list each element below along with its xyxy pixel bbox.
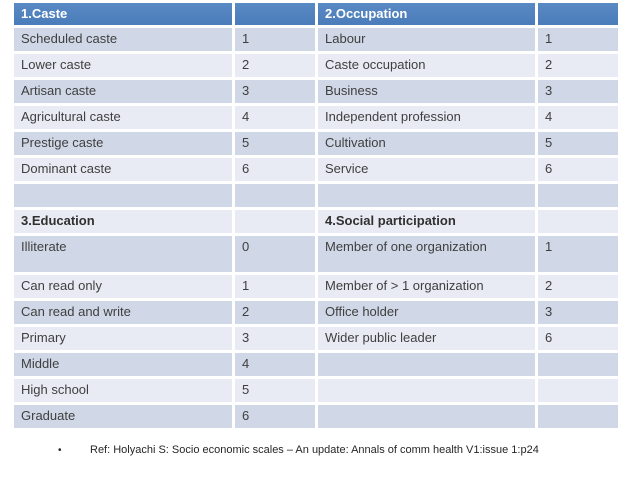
category-cell: High school bbox=[14, 379, 232, 402]
category-cell: Service bbox=[318, 158, 535, 181]
category-cell: Scheduled caste bbox=[14, 28, 232, 51]
table-row: Artisan caste 3 Business 3 bbox=[14, 80, 618, 103]
score-cell bbox=[538, 379, 618, 402]
category-cell: Wider public leader bbox=[318, 327, 535, 350]
table-row: Agricultural caste 4 Independent professio… bbox=[14, 106, 618, 129]
category-cell: Middle bbox=[14, 353, 232, 376]
category-cell: 3.Education bbox=[14, 210, 232, 233]
category-cell: Caste occupation bbox=[318, 54, 535, 77]
score-cell: 1 bbox=[235, 275, 315, 298]
score-cell: 4 bbox=[235, 106, 315, 129]
socioeconomic-scales-table: 1.Caste 2.Occupation Scheduled caste 1 Labou… bbox=[11, 0, 621, 431]
category-cell: Primary bbox=[14, 327, 232, 350]
score-cell: 2 bbox=[538, 54, 618, 77]
category-cell: Dominant caste bbox=[14, 158, 232, 181]
reference-text: Ref: Holyachi S: Socio economic scales –… bbox=[90, 444, 539, 456]
score-cell: 2 bbox=[235, 54, 315, 77]
table-row bbox=[14, 184, 618, 207]
category-cell: Illiterate bbox=[14, 236, 232, 272]
table-row: 3.Education 4.Social participation bbox=[14, 210, 618, 233]
score-cell: 6 bbox=[235, 158, 315, 181]
table-row: Can read only 1 Member of > 1 organization… bbox=[14, 275, 618, 298]
score-cell: 6 bbox=[538, 158, 618, 181]
category-cell: 1.Caste bbox=[14, 3, 232, 25]
score-cell: 0 bbox=[235, 236, 315, 272]
category-cell bbox=[318, 184, 535, 207]
category-cell bbox=[318, 353, 535, 376]
table-row: Primary 3 Wider public leader 6 bbox=[14, 327, 618, 350]
category-cell: Independent profession bbox=[318, 106, 535, 129]
table-row: Can read and write 2 Office holder 3 bbox=[14, 301, 618, 324]
category-cell bbox=[14, 184, 232, 207]
bullet-icon: • bbox=[58, 445, 62, 456]
category-cell: Graduate bbox=[14, 405, 232, 428]
table-row: Scheduled caste 1 Labour 1 bbox=[14, 28, 618, 51]
category-cell bbox=[318, 405, 535, 428]
score-cell: 5 bbox=[235, 132, 315, 155]
score-cell: 6 bbox=[538, 327, 618, 350]
table-row: Dominant caste 6 Service 6 bbox=[14, 158, 618, 181]
score-cell bbox=[538, 184, 618, 207]
score-cell: 4 bbox=[235, 353, 315, 376]
score-cell: 1 bbox=[538, 236, 618, 272]
reference-note: • Ref: Holyachi S: Socio economic scales… bbox=[58, 444, 539, 456]
table-row: Graduate 6 bbox=[14, 405, 618, 428]
score-cell: 2 bbox=[235, 301, 315, 324]
category-cell: 4.Social participation bbox=[318, 210, 535, 233]
table-row: Lower caste 2 Caste occupation 2 bbox=[14, 54, 618, 77]
score-cell bbox=[538, 210, 618, 233]
category-cell: Can read only bbox=[14, 275, 232, 298]
score-cell bbox=[538, 353, 618, 376]
score-cell: 4 bbox=[538, 106, 618, 129]
category-cell: Labour bbox=[318, 28, 535, 51]
category-cell: Prestige caste bbox=[14, 132, 232, 155]
category-cell: Member of > 1 organization bbox=[318, 275, 535, 298]
score-cell: 3 bbox=[235, 327, 315, 350]
table-row: High school 5 bbox=[14, 379, 618, 402]
category-cell: Office holder bbox=[318, 301, 535, 324]
score-cell bbox=[235, 184, 315, 207]
score-cell bbox=[235, 210, 315, 233]
score-cell: 1 bbox=[235, 28, 315, 51]
category-cell: Artisan caste bbox=[14, 80, 232, 103]
score-cell: 3 bbox=[235, 80, 315, 103]
table-row: 1.Caste 2.Occupation bbox=[14, 3, 618, 25]
table-row: Middle 4 bbox=[14, 353, 618, 376]
score-cell bbox=[538, 3, 618, 25]
category-cell: Business bbox=[318, 80, 535, 103]
category-cell bbox=[318, 379, 535, 402]
score-cell: 1 bbox=[538, 28, 618, 51]
category-cell: Lower caste bbox=[14, 54, 232, 77]
category-cell: Can read and write bbox=[14, 301, 232, 324]
category-cell: Cultivation bbox=[318, 132, 535, 155]
score-cell bbox=[538, 405, 618, 428]
score-cell: 6 bbox=[235, 405, 315, 428]
score-cell bbox=[235, 3, 315, 25]
table-row: Illiterate 0 Member of one organization 1 bbox=[14, 236, 618, 272]
category-cell: Member of one organization bbox=[318, 236, 535, 272]
score-cell: 5 bbox=[235, 379, 315, 402]
table-row: Prestige caste 5 Cultivation 5 bbox=[14, 132, 618, 155]
category-cell: 2.Occupation bbox=[318, 3, 535, 25]
score-cell: 3 bbox=[538, 301, 618, 324]
score-cell: 2 bbox=[538, 275, 618, 298]
scales-table-body: 1.Caste 2.Occupation Scheduled caste 1 Labou… bbox=[14, 3, 618, 428]
score-cell: 3 bbox=[538, 80, 618, 103]
category-cell: Agricultural caste bbox=[14, 106, 232, 129]
score-cell: 5 bbox=[538, 132, 618, 155]
